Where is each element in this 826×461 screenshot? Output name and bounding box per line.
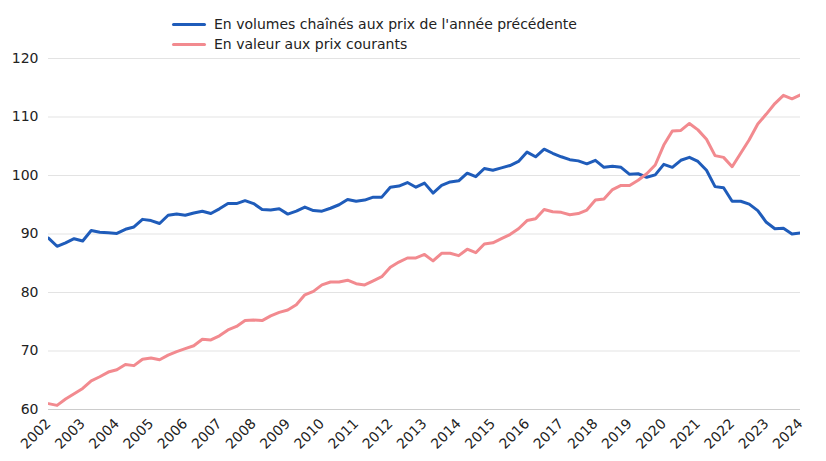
svg-text:2006: 2006 — [154, 415, 191, 452]
svg-text:2019: 2019 — [598, 415, 635, 452]
svg-text:60: 60 — [21, 401, 39, 417]
svg-text:2018: 2018 — [564, 415, 601, 452]
svg-text:2022: 2022 — [701, 415, 738, 452]
svg-text:2023: 2023 — [735, 415, 772, 452]
svg-text:2024: 2024 — [769, 415, 806, 452]
svg-text:2003: 2003 — [51, 415, 88, 452]
svg-text:2002: 2002 — [17, 415, 54, 452]
svg-text:2011: 2011 — [325, 415, 362, 452]
svg-text:2016: 2016 — [496, 415, 533, 452]
svg-text:2014: 2014 — [427, 415, 464, 452]
svg-text:110: 110 — [12, 108, 39, 124]
svg-text:80: 80 — [21, 284, 39, 300]
svg-text:2005: 2005 — [120, 415, 157, 452]
svg-text:2009: 2009 — [257, 415, 294, 452]
svg-text:2012: 2012 — [359, 415, 396, 452]
svg-text:2004: 2004 — [86, 415, 123, 452]
svg-text:120: 120 — [12, 50, 39, 66]
svg-text:2013: 2013 — [393, 415, 430, 452]
svg-text:2017: 2017 — [530, 415, 567, 452]
svg-text:2010: 2010 — [291, 415, 328, 452]
svg-text:100: 100 — [12, 167, 39, 183]
html-text:En valeur aux prix courants: En valeur aux prix courants — [214, 36, 408, 52]
svg-text:70: 70 — [21, 342, 39, 358]
svg-text:2007: 2007 — [188, 415, 225, 452]
svg-text:2020: 2020 — [633, 415, 670, 452]
svg-text:2021: 2021 — [667, 415, 704, 452]
svg-text:2015: 2015 — [462, 415, 499, 452]
svg-text:2008: 2008 — [222, 415, 259, 452]
svg-text:90: 90 — [21, 225, 39, 241]
html-text:En volumes chaînés aux prix de: En volumes chaînés aux prix de l'année p… — [214, 16, 577, 32]
